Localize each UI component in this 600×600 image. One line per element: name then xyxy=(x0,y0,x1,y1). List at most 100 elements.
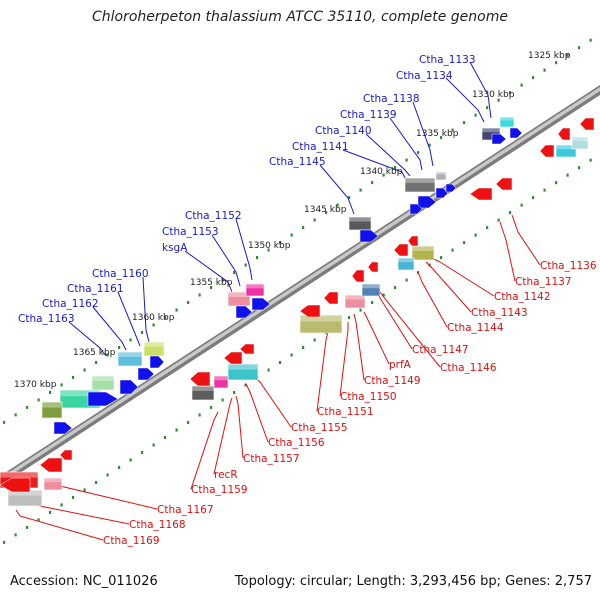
ruler-upper-dot xyxy=(95,360,98,364)
gene-arrow xyxy=(445,183,457,193)
leader-line xyxy=(142,276,150,343)
ruler-upper xyxy=(3,38,592,424)
ruler-upper-dot xyxy=(279,241,282,245)
gene-block xyxy=(91,375,115,391)
ruler-upper-dot xyxy=(313,218,316,222)
gene-arrow xyxy=(137,367,155,381)
gene-arrow xyxy=(299,304,321,318)
gene-block-highlight xyxy=(482,128,500,133)
gene-block-highlight xyxy=(572,137,588,142)
gene-block-highlight xyxy=(556,145,576,150)
ruler-upper-dot xyxy=(129,338,132,342)
gene-label-ctha-1142: Ctha_1142 xyxy=(494,291,551,303)
gene-label-ctha-1139: Ctha_1139 xyxy=(340,109,397,121)
ruler-upper-dot xyxy=(106,353,109,357)
ruler-upper-dot xyxy=(382,173,385,177)
gene-block-highlight xyxy=(92,376,114,381)
gene-block xyxy=(344,294,366,309)
ruler-lower-dot xyxy=(543,188,546,192)
ruler-lower-dot xyxy=(405,278,408,282)
tick-label-1325: 1325 kbp xyxy=(528,51,571,61)
leader-line xyxy=(412,101,434,167)
gene-label-ctha-1153: Ctha_1153 xyxy=(162,226,219,238)
gene-arrow xyxy=(579,117,595,131)
ruler-upper-dot xyxy=(290,233,293,237)
ruler-lower-dot xyxy=(440,256,443,260)
leader-line xyxy=(339,322,349,397)
ruler-lower-dot xyxy=(589,158,592,162)
gene-arrow xyxy=(189,371,211,387)
gene-block xyxy=(43,477,63,491)
ruler-lower-dot xyxy=(152,443,155,447)
ruler-lower-dot xyxy=(37,518,40,522)
gene-arrow xyxy=(407,235,419,247)
gene-label-ctha-1159: Ctha_1159 xyxy=(191,484,248,496)
tick-label-1365: 1365 kbp xyxy=(73,348,116,358)
ruler-upper-dot xyxy=(49,390,52,394)
gene-block-highlight xyxy=(118,352,142,357)
leader-line xyxy=(211,234,241,287)
gene-label-ctha-1163: Ctha_1163 xyxy=(18,313,75,325)
ruler-lower-dot xyxy=(72,495,75,499)
ruler-lower-dot xyxy=(486,226,489,230)
ruler-upper-dot xyxy=(520,83,523,87)
leader-line xyxy=(316,331,329,412)
ruler-upper-dot xyxy=(348,196,351,200)
ruler-upper-dot xyxy=(152,323,155,327)
leader-line xyxy=(213,397,233,475)
gene-arrow xyxy=(0,477,31,493)
gene-label-ctha-1157: Ctha_1157 xyxy=(243,453,300,465)
ruler-upper-dot xyxy=(417,151,420,155)
ruler-upper-dot xyxy=(555,61,558,65)
gene-arrow xyxy=(323,291,339,305)
ruler-upper-dot xyxy=(198,293,201,297)
leader-line xyxy=(55,479,158,510)
gene-block-highlight xyxy=(0,472,38,478)
gene-block-highlight xyxy=(246,284,264,289)
ruler-lower-dot xyxy=(141,450,144,454)
gene-block-highlight xyxy=(349,217,371,222)
gene-block xyxy=(499,116,515,128)
ruler-upper-dot xyxy=(509,91,512,95)
tick-label-1350: 1350 kbp xyxy=(248,241,291,251)
ruler-lower-dot xyxy=(164,435,167,439)
gene-label-ctha-1144: Ctha_1144 xyxy=(447,322,504,334)
ruler-upper-dot xyxy=(486,106,489,110)
gene-label-ksga: ksgA xyxy=(162,242,188,254)
gene-block-highlight xyxy=(214,376,228,381)
ruler-lower-dot xyxy=(83,488,86,492)
tick-label-1360: 1360 kbp xyxy=(132,313,175,323)
ruler-upper-dot xyxy=(440,136,443,140)
gene-arrow xyxy=(435,187,449,199)
ruler-upper-dot xyxy=(336,203,339,207)
ruler-lower-dot xyxy=(26,525,29,529)
gene-label-ctha-1145: Ctha_1145 xyxy=(269,156,326,168)
ruler-lower-dot xyxy=(187,420,190,424)
gene-label-ctha-1160: Ctha_1160 xyxy=(92,268,149,280)
leader-line xyxy=(511,214,541,266)
gene-label-ctha-1133: Ctha_1133 xyxy=(419,54,476,66)
gene-block-highlight xyxy=(60,390,100,397)
gene-label-ctha-1143: Ctha_1143 xyxy=(471,307,528,319)
gene-label-ctha-1141: Ctha_1141 xyxy=(292,141,349,153)
ruler-lower-dot xyxy=(566,173,569,177)
leader-line xyxy=(417,271,448,328)
ruler-upper-dot xyxy=(394,166,397,170)
gene-arrow xyxy=(235,305,253,319)
tick-label-1335: 1335 kbp xyxy=(416,129,459,139)
leader-line xyxy=(469,61,492,119)
gene-block-highlight xyxy=(412,246,434,251)
leader-line xyxy=(425,261,472,313)
map-title: Chloroherpeton thalassium ATCC 35110, co… xyxy=(92,9,508,25)
ruler-upper-dot xyxy=(60,383,63,387)
gene-label-ctha-1138: Ctha_1138 xyxy=(363,93,420,105)
gene-block xyxy=(41,401,63,419)
gene-label-ctha-1161: Ctha_1161 xyxy=(67,283,124,295)
ruler-upper-dot xyxy=(405,158,408,162)
ruler-upper-dot xyxy=(118,345,121,349)
gene-block-highlight xyxy=(300,315,342,322)
ruler-lower-dot xyxy=(267,368,270,372)
gene-label-prfa: prfA xyxy=(389,359,412,371)
gene-block-highlight xyxy=(192,386,214,391)
